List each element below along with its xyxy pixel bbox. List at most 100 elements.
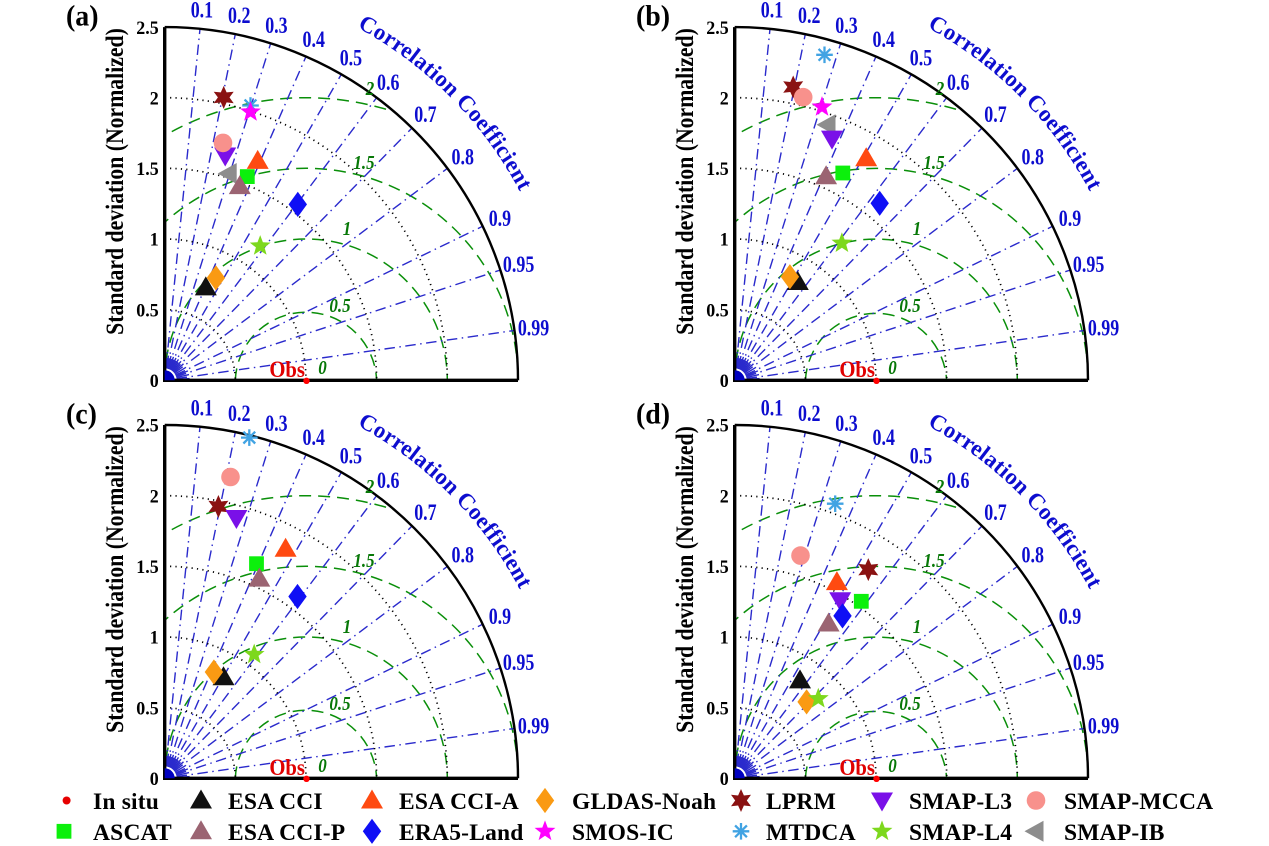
svg-text:0.1: 0.1 xyxy=(761,0,783,23)
svg-text:2: 2 xyxy=(150,88,159,110)
svg-text:0.99: 0.99 xyxy=(518,715,549,740)
svg-text:0.8: 0.8 xyxy=(1021,146,1043,171)
svg-text:0.99: 0.99 xyxy=(1088,715,1119,740)
svg-text:Standard deviation (Normalized: Standard deviation (Normalized) xyxy=(671,426,699,733)
svg-text:SMOS-IC: SMOS-IC xyxy=(572,820,674,846)
svg-text:0: 0 xyxy=(318,357,327,380)
svg-text:0.5: 0.5 xyxy=(136,300,158,322)
svg-text:0.5: 0.5 xyxy=(706,698,728,720)
svg-text:2: 2 xyxy=(365,476,374,499)
svg-text:1: 1 xyxy=(343,218,352,241)
svg-text:0.95: 0.95 xyxy=(503,651,534,676)
svg-text:(b): (b) xyxy=(636,0,670,33)
svg-text:Obs: Obs xyxy=(839,357,875,382)
svg-text:2.5: 2.5 xyxy=(136,415,158,437)
svg-text:ERA5-Land: ERA5-Land xyxy=(399,820,524,846)
svg-text:SMAP-L4: SMAP-L4 xyxy=(909,820,1012,846)
svg-text:0.3: 0.3 xyxy=(835,14,857,39)
svg-text:Standard deviation (Normalized: Standard deviation (Normalized) xyxy=(101,426,129,733)
svg-text:Standard deviation (Normalized: Standard deviation (Normalized) xyxy=(671,28,699,335)
svg-text:0.7: 0.7 xyxy=(984,501,1006,526)
svg-text:0.7: 0.7 xyxy=(414,103,436,128)
svg-text:Standard deviation (Normalized: Standard deviation (Normalized) xyxy=(101,28,129,335)
svg-text:0.5: 0.5 xyxy=(706,300,728,322)
svg-text:0: 0 xyxy=(318,755,327,778)
svg-text:Obs: Obs xyxy=(839,755,875,780)
svg-text:0.5: 0.5 xyxy=(340,47,362,72)
svg-text:0.5: 0.5 xyxy=(910,47,932,72)
svg-text:0.5: 0.5 xyxy=(899,693,920,716)
svg-text:0.8: 0.8 xyxy=(451,146,473,171)
svg-text:1.5: 1.5 xyxy=(353,550,374,573)
svg-text:2: 2 xyxy=(935,476,944,499)
svg-text:0.4: 0.4 xyxy=(872,28,894,53)
svg-text:ESA CCI-A: ESA CCI-A xyxy=(399,789,519,815)
svg-text:0.3: 0.3 xyxy=(265,412,287,437)
svg-text:LPRM: LPRM xyxy=(766,789,836,815)
svg-text:0.5: 0.5 xyxy=(910,445,932,470)
svg-text:0: 0 xyxy=(720,370,729,392)
svg-text:0.8: 0.8 xyxy=(451,544,473,569)
svg-text:0.95: 0.95 xyxy=(503,253,534,278)
svg-text:0.9: 0.9 xyxy=(489,605,511,630)
svg-text:0.5: 0.5 xyxy=(340,445,362,470)
svg-text:0.6: 0.6 xyxy=(377,469,399,494)
svg-text:0.4: 0.4 xyxy=(872,426,894,451)
svg-text:0.5: 0.5 xyxy=(329,693,350,716)
svg-text:1.5: 1.5 xyxy=(353,152,374,175)
svg-text:ASCAT: ASCAT xyxy=(93,820,172,846)
svg-text:2: 2 xyxy=(365,78,374,101)
svg-text:0.4: 0.4 xyxy=(302,28,324,53)
svg-text:0.2: 0.2 xyxy=(228,4,250,29)
svg-text:Obs: Obs xyxy=(269,755,305,780)
svg-text:0: 0 xyxy=(888,755,897,778)
svg-text:2: 2 xyxy=(720,486,729,508)
svg-text:2: 2 xyxy=(720,88,729,110)
svg-text:0.95: 0.95 xyxy=(1073,651,1104,676)
svg-text:1.5: 1.5 xyxy=(706,158,728,180)
svg-text:0.3: 0.3 xyxy=(265,14,287,39)
svg-text:2: 2 xyxy=(150,486,159,508)
svg-text:1.5: 1.5 xyxy=(136,158,158,180)
svg-text:0.2: 0.2 xyxy=(798,402,820,427)
svg-text:1: 1 xyxy=(150,229,159,251)
svg-text:0.2: 0.2 xyxy=(228,402,250,427)
svg-text:SMAP-MCCA: SMAP-MCCA xyxy=(1064,789,1213,815)
svg-text:0: 0 xyxy=(150,370,159,392)
svg-text:1.5: 1.5 xyxy=(923,152,944,175)
svg-text:0: 0 xyxy=(888,357,897,380)
svg-text:0.6: 0.6 xyxy=(947,71,969,96)
svg-text:Obs: Obs xyxy=(269,357,305,382)
svg-text:0.1: 0.1 xyxy=(761,397,783,422)
svg-text:1: 1 xyxy=(913,616,922,639)
svg-text:1: 1 xyxy=(150,627,159,649)
svg-text:In situ: In situ xyxy=(93,789,159,815)
svg-text:2.5: 2.5 xyxy=(706,415,728,437)
svg-text:0.9: 0.9 xyxy=(1059,207,1081,232)
svg-text:0: 0 xyxy=(150,768,159,790)
svg-text:0.5: 0.5 xyxy=(136,698,158,720)
svg-text:(d): (d) xyxy=(636,398,670,431)
svg-text:0.4: 0.4 xyxy=(302,426,324,451)
svg-text:1.5: 1.5 xyxy=(923,550,944,573)
svg-text:2.5: 2.5 xyxy=(706,17,728,39)
svg-text:SMAP-IB: SMAP-IB xyxy=(1064,820,1165,846)
svg-text:0.7: 0.7 xyxy=(984,103,1006,128)
svg-text:SMAP-L3: SMAP-L3 xyxy=(909,789,1012,815)
svg-text:0.9: 0.9 xyxy=(489,207,511,232)
svg-text:1: 1 xyxy=(720,627,729,649)
svg-text:ESA CCI: ESA CCI xyxy=(228,789,323,815)
svg-text:0.5: 0.5 xyxy=(329,295,350,318)
svg-text:1: 1 xyxy=(913,218,922,241)
svg-text:0.9: 0.9 xyxy=(1059,605,1081,630)
svg-text:(c): (c) xyxy=(66,398,97,431)
svg-text:0.6: 0.6 xyxy=(947,469,969,494)
svg-text:0.99: 0.99 xyxy=(518,317,549,342)
svg-text:0.95: 0.95 xyxy=(1073,253,1104,278)
svg-text:ESA CCI-P: ESA CCI-P xyxy=(228,820,345,846)
svg-text:1: 1 xyxy=(343,616,352,639)
svg-text:0.2: 0.2 xyxy=(798,4,820,29)
svg-text:0.7: 0.7 xyxy=(414,501,436,526)
svg-text:0.99: 0.99 xyxy=(1088,317,1119,342)
svg-text:0.8: 0.8 xyxy=(1021,544,1043,569)
